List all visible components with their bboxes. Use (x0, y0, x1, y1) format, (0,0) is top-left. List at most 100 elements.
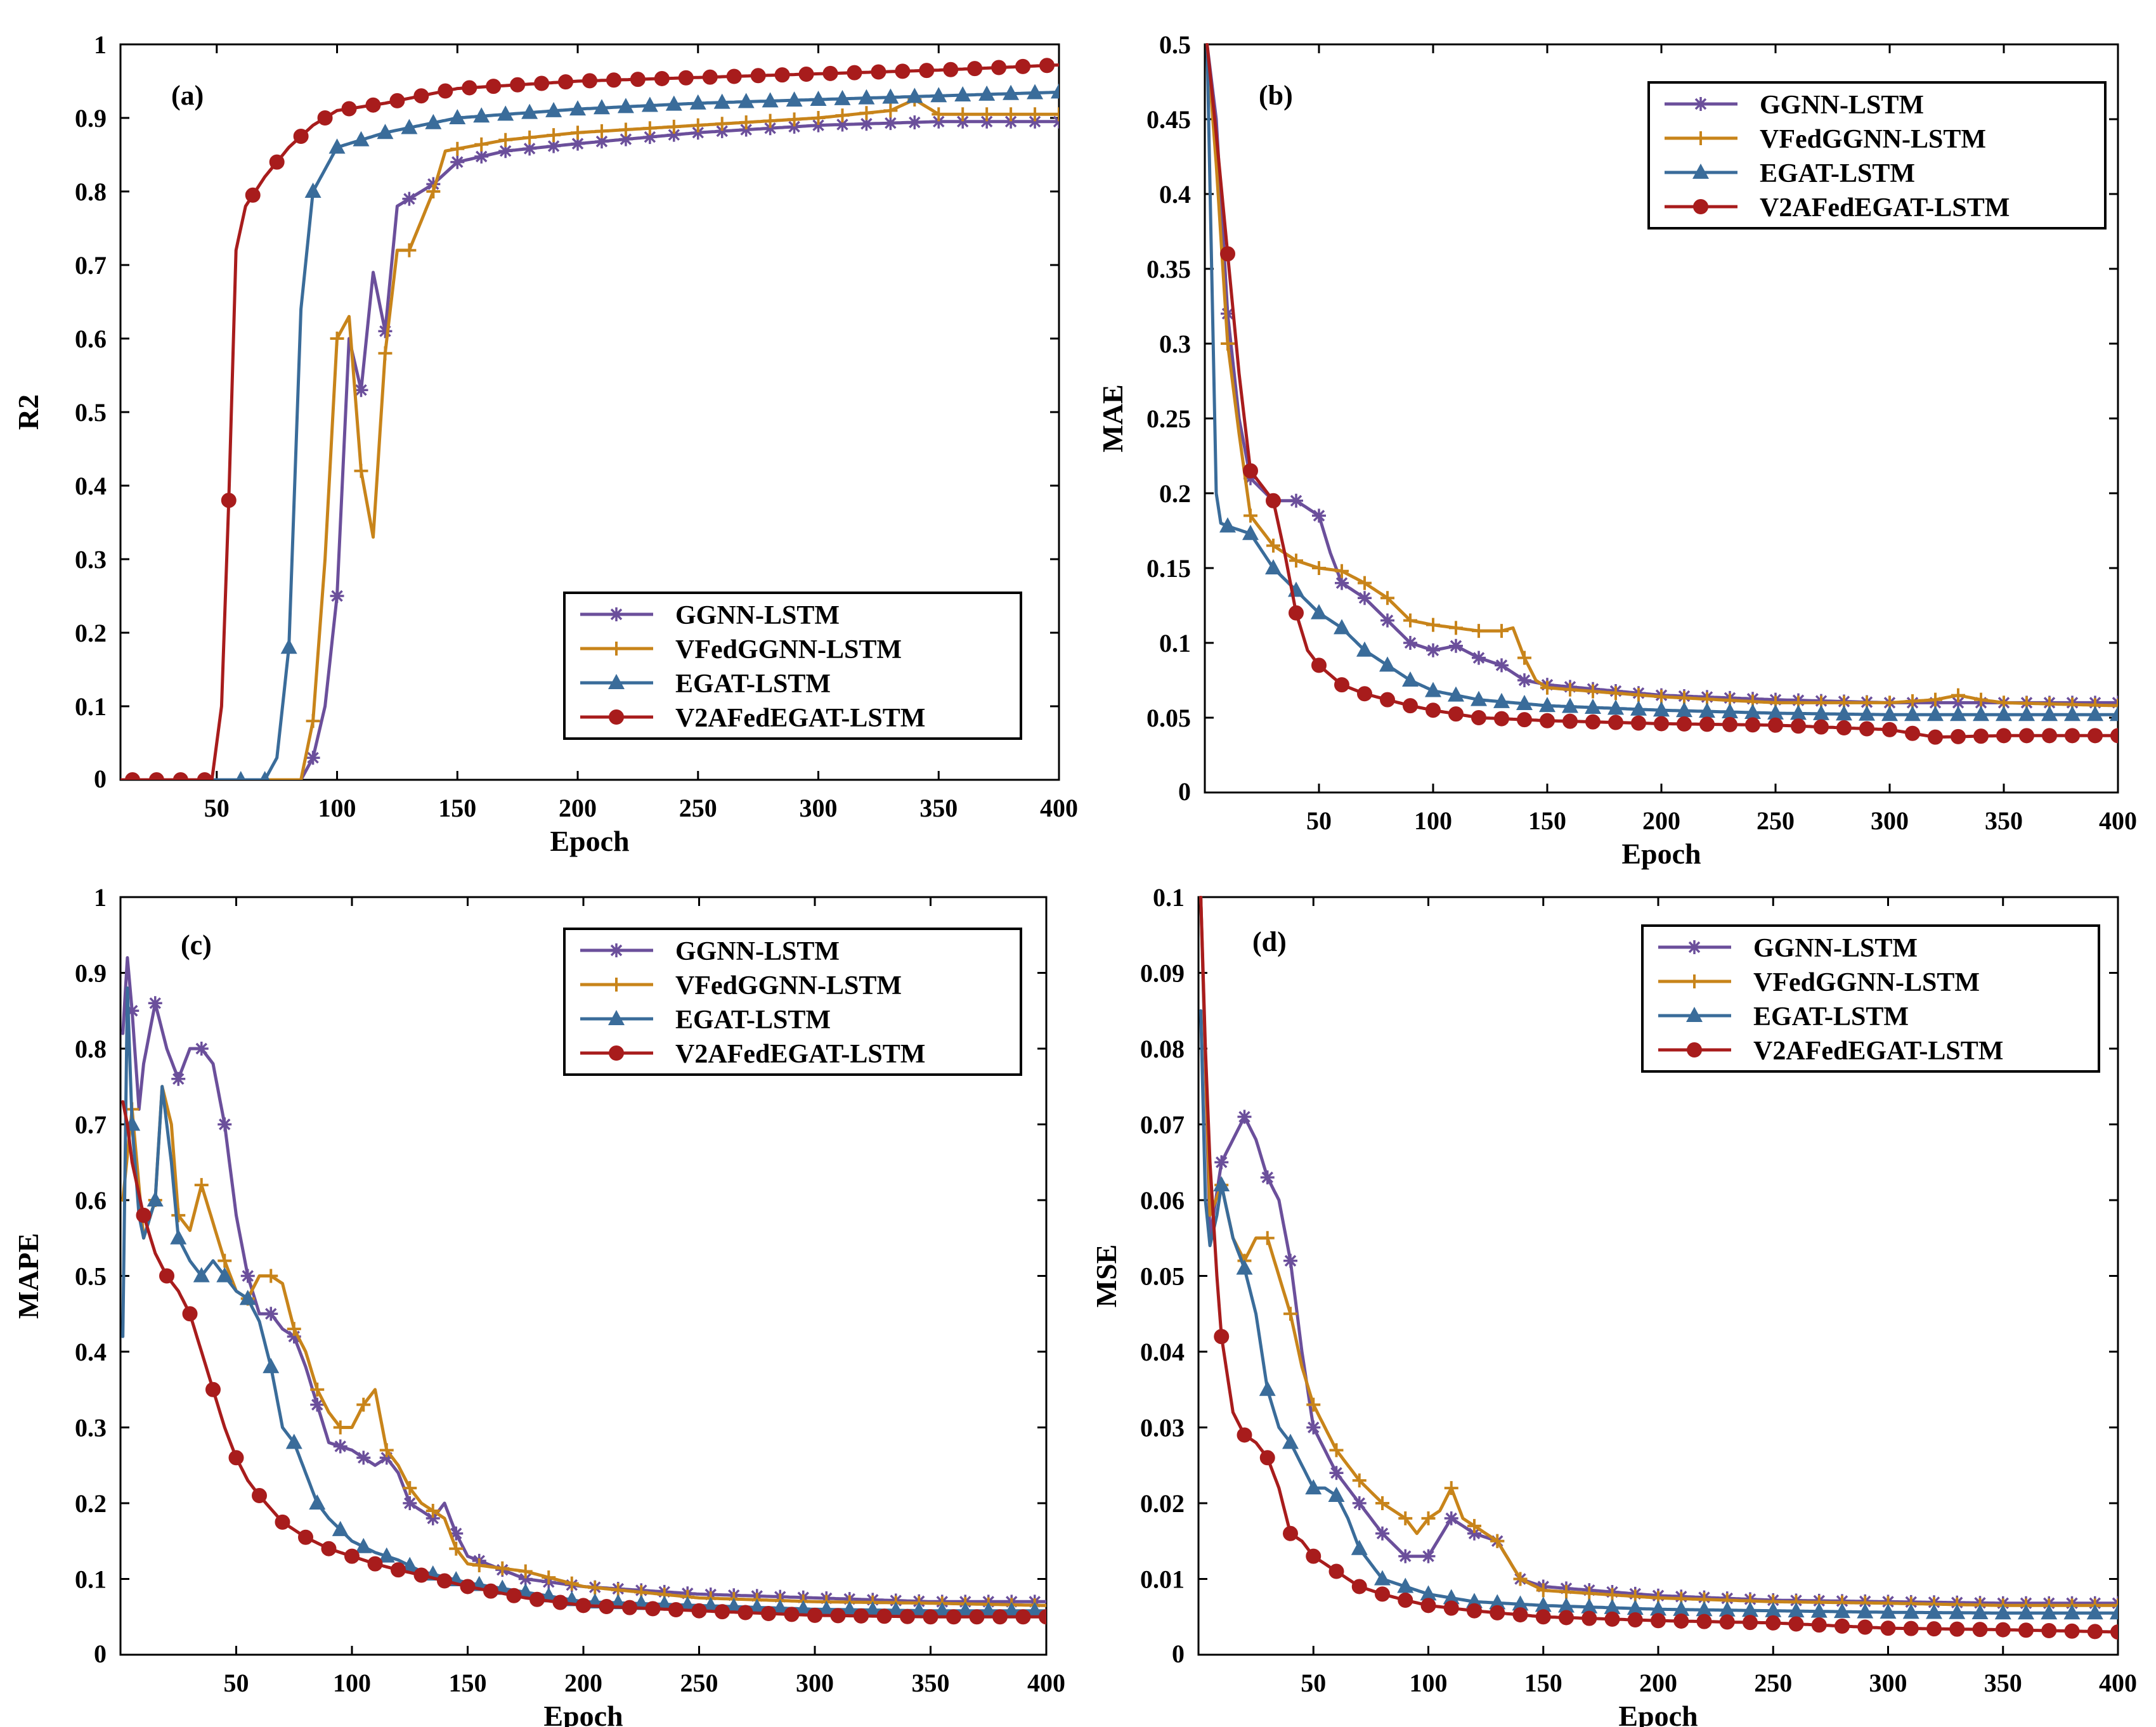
data-point (1260, 1231, 1275, 1245)
data-point (642, 130, 657, 145)
data-point (1972, 1622, 1988, 1638)
data-point (547, 139, 561, 153)
data-point (218, 1253, 232, 1268)
y-tick-label: 1 (94, 30, 107, 59)
data-point (275, 1514, 290, 1530)
data-point (956, 114, 970, 129)
x-tick-label: 250 (1757, 806, 1795, 835)
data-point (558, 74, 574, 90)
data-point (1768, 717, 1783, 733)
data-point (474, 137, 489, 152)
legend-marker (609, 1045, 624, 1061)
data-point (1398, 1549, 1413, 1563)
y-tick-label: 0.5 (1159, 30, 1191, 59)
chart-panel: 50 100 150 200 250 300 350 400 0 0.1 0.2 0.3 0.4 0.5 0… (12, 30, 1078, 857)
y-tick-label: 0.06 (1140, 1186, 1185, 1215)
data-point (1928, 692, 1942, 707)
data-point (642, 121, 657, 136)
data-point (622, 1600, 637, 1615)
data-point (239, 1290, 256, 1305)
data-point (1517, 650, 1531, 665)
data-point (529, 1591, 545, 1607)
data-point (402, 243, 417, 257)
data-point (1358, 576, 1372, 590)
data-point (1608, 715, 1623, 730)
data-point (1609, 686, 1623, 701)
data-point (630, 72, 646, 87)
data-point (437, 1573, 452, 1589)
data-point (1928, 729, 1943, 745)
data-point (317, 110, 333, 126)
y-tick-label: 0.4 (75, 1338, 107, 1366)
data-point (1558, 1597, 1575, 1613)
data-point (1996, 728, 2011, 744)
legend-marker (1687, 974, 1701, 988)
x-tick-label: 350 (919, 794, 958, 822)
data-point (1259, 1450, 1275, 1466)
legend-label: EGAT-LSTM (1760, 159, 1915, 188)
chart-panel: 50 100 150 200 250 300 350 400 0 0.05 0.1 0.15 0.2 0.… (1096, 30, 2137, 870)
y-tick-label: 0.15 (1146, 554, 1191, 583)
data-point (1444, 1511, 1458, 1525)
data-point (1004, 114, 1018, 129)
data-point (1632, 688, 1646, 702)
y-tick-label: 0.7 (75, 251, 107, 280)
data-point (2041, 706, 2058, 721)
data-point (599, 1598, 614, 1614)
data-point (1015, 1609, 1031, 1625)
y-tick-label: 0.07 (1140, 1111, 1185, 1139)
data-point (762, 92, 779, 108)
data-point (1259, 1380, 1276, 1396)
data-point (413, 88, 429, 104)
legend-marker (1694, 131, 1708, 145)
data-point (1421, 1549, 1436, 1563)
data-point (715, 117, 729, 131)
data-point (171, 1208, 186, 1222)
data-point (510, 77, 526, 93)
data-point (310, 1397, 325, 1412)
data-point (228, 1450, 244, 1466)
data-point (1516, 694, 1533, 710)
x-tick-label: 400 (1040, 794, 1078, 822)
data-point (569, 100, 587, 116)
data-point (786, 91, 803, 107)
data-point (521, 103, 538, 119)
data-point (1489, 1594, 1506, 1610)
data-point (2086, 1604, 2103, 1620)
x-tick-label: 150 (449, 1669, 487, 1697)
y-tick-label: 0.6 (75, 325, 107, 353)
data-point (1237, 1427, 1252, 1443)
data-point (378, 346, 393, 361)
data-point (980, 114, 994, 129)
data-point (1237, 1109, 1252, 1124)
data-point (306, 714, 320, 728)
data-point (1426, 618, 1440, 632)
data-point (1282, 1433, 1299, 1449)
y-tick-label: 0 (94, 765, 107, 793)
x-tick-label: 300 (796, 1669, 834, 1697)
data-point (1951, 728, 1966, 744)
data-point (818, 1600, 835, 1616)
data-point (1334, 677, 1349, 693)
data-point (883, 116, 898, 131)
legend-marker (1687, 1042, 1702, 1058)
data-point (460, 1579, 476, 1594)
legend-marker (609, 978, 623, 992)
data-point (582, 73, 597, 89)
data-point (426, 184, 441, 198)
data-point (956, 107, 970, 122)
data-point (426, 177, 441, 191)
data-point (1312, 508, 1326, 523)
legend-label: V2AFedEGAT-LSTM (675, 704, 925, 733)
x-tick-label: 300 (1871, 806, 1909, 835)
data-point (593, 99, 610, 115)
y-axis-label: MAE (1096, 384, 1129, 452)
data-point (236, 771, 246, 780)
data-point (1996, 706, 2012, 721)
data-point (761, 1605, 776, 1621)
data-point (269, 154, 285, 170)
data-point (264, 1269, 278, 1283)
y-tick-label: 0.8 (75, 178, 107, 206)
data-point (1449, 638, 1463, 653)
data-point (1420, 1598, 1436, 1614)
